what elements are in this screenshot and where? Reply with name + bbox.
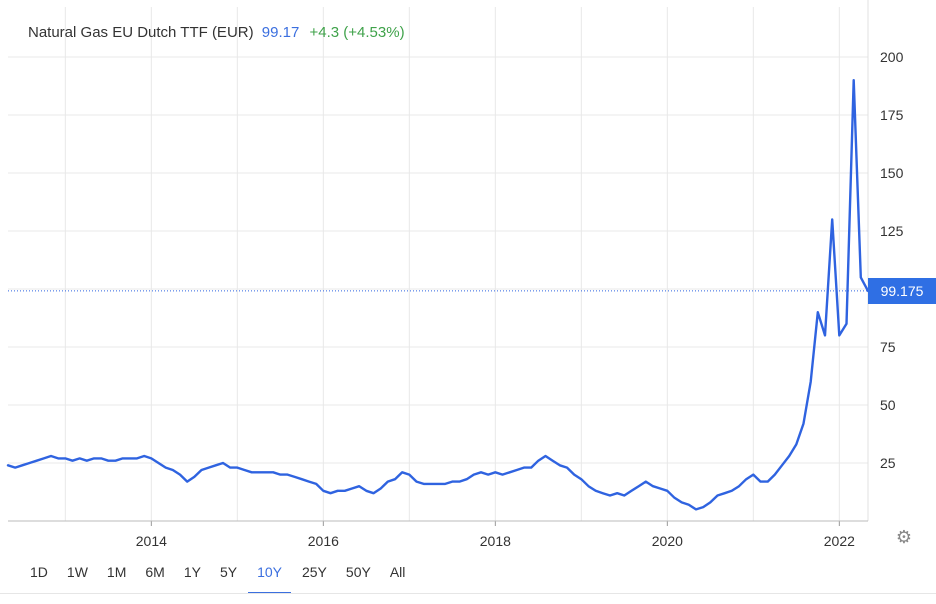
last-price-tag: 99.175 bbox=[868, 278, 936, 304]
range-button-1d[interactable]: 1D bbox=[30, 564, 48, 580]
y-tick-label: 125 bbox=[880, 223, 904, 239]
instrument-name: Natural Gas EU Dutch TTF (EUR) bbox=[28, 24, 254, 41]
y-tick-label: 200 bbox=[880, 49, 904, 65]
gear-icon[interactable]: ⚙ bbox=[895, 527, 913, 547]
x-tick-label: 2018 bbox=[480, 533, 511, 549]
range-button-25y[interactable]: 25Y bbox=[301, 564, 327, 580]
y-tick-label: 25 bbox=[880, 455, 896, 471]
range-button-10y[interactable]: 10Y bbox=[248, 558, 291, 594]
range-button-5y[interactable]: 5Y bbox=[219, 564, 238, 580]
range-button-1m[interactable]: 1M bbox=[106, 564, 127, 580]
range-button-1y[interactable]: 1Y bbox=[183, 564, 201, 580]
x-tick-label: 2020 bbox=[652, 533, 683, 549]
range-button-50y[interactable]: 50Y bbox=[345, 564, 371, 580]
price-change: +4.3 (+4.53%) bbox=[309, 24, 405, 41]
range-button-all[interactable]: All bbox=[389, 564, 406, 580]
price-series-line bbox=[6, 78, 870, 511]
y-tick-label: 175 bbox=[880, 107, 904, 123]
y-tick-label: 75 bbox=[880, 339, 896, 355]
current-price: 99.17 bbox=[261, 24, 300, 41]
y-tick-label: 150 bbox=[880, 165, 904, 181]
range-button-1w[interactable]: 1W bbox=[66, 564, 88, 580]
x-tick-label: 2022 bbox=[824, 533, 855, 549]
bottom-divider bbox=[0, 593, 936, 594]
chart-header: Natural Gas EU Dutch TTF (EUR) 99.17 +4.… bbox=[28, 24, 405, 41]
x-tick-label: 2016 bbox=[308, 533, 339, 549]
y-tick-label: 50 bbox=[880, 397, 896, 413]
x-tick-label: 2014 bbox=[136, 533, 167, 549]
range-button-6m[interactable]: 6M bbox=[145, 564, 165, 580]
time-range-selector: 1D 1W 1M 6M 1Y 5Y 10Y 25Y 50Y All bbox=[22, 558, 416, 594]
